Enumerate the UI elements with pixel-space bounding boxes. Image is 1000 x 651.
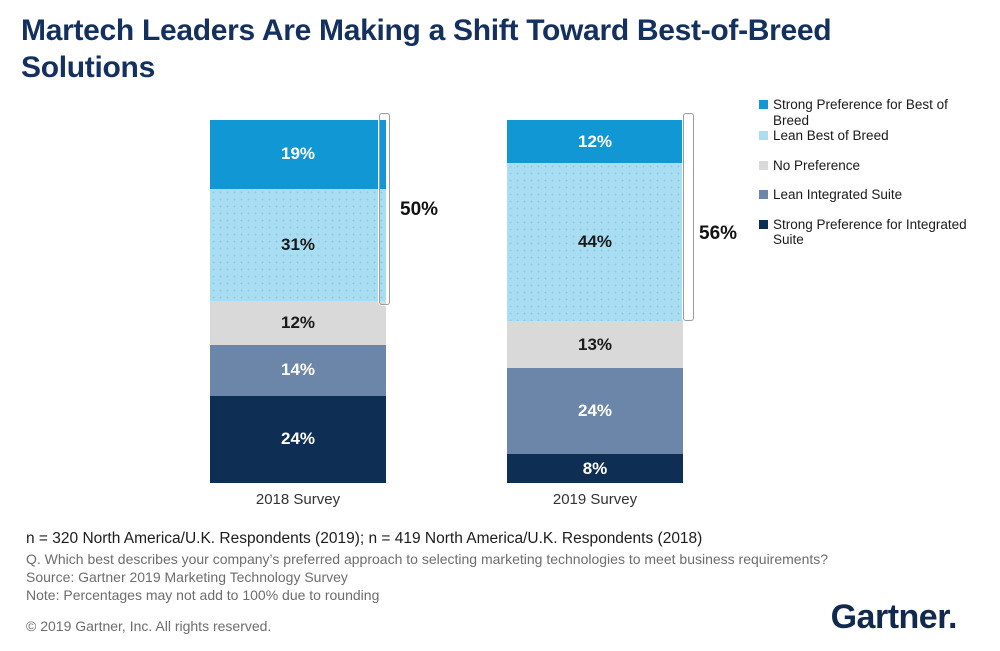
legend-label: Lean Integrated Suite — [773, 187, 903, 202]
bar-segment: 44% — [507, 163, 683, 322]
gartner-logo: Gartner. — [830, 598, 958, 636]
bar-segment: 31% — [210, 188, 386, 302]
legend-label: No Preference — [773, 157, 861, 173]
page-title-line2: Solutions — [21, 51, 155, 84]
legend-label: Strong Preference for Best of Breed — [773, 97, 948, 128]
segment-value-label: 31% — [280, 235, 316, 255]
legend: Strong Preference for Best of Breed Lean … — [759, 97, 997, 248]
segment-value-label: 12% — [577, 131, 613, 151]
segment-value-label: 8% — [582, 458, 608, 478]
legend-item: No Preference — [759, 158, 997, 188]
page-title: Martech Leaders Are Making a Shift Towar… — [21, 12, 981, 86]
stacked-bar-2018: 19% 31% 12% 14% 24% — [210, 120, 386, 483]
footnote-note: Note: Percentages may not add to 100% du… — [26, 587, 380, 603]
segment-value-label: 14% — [280, 360, 316, 380]
bar-segment: 12% — [210, 301, 386, 346]
bracket-label-2019: 56% — [699, 223, 738, 244]
bar-segment: 8% — [507, 454, 683, 483]
copyright: © 2019 Gartner, Inc. All rights reserved… — [26, 618, 272, 634]
segment-value-label: 12% — [280, 313, 316, 333]
footnote-question: Q. Which best describes your company’s p… — [26, 551, 829, 567]
legend-swatch — [759, 131, 768, 140]
segment-value-label: 24% — [577, 401, 613, 421]
legend-swatch — [759, 190, 768, 199]
x-axis-label-2019: 2019 Survey — [552, 491, 638, 508]
footnote-source: Source: Gartner 2019 Marketing Technolog… — [26, 569, 348, 585]
bracket-label-2018: 50% — [400, 199, 439, 220]
bracket-2018 — [379, 113, 390, 305]
legend-swatch — [759, 100, 768, 109]
footnote-n: n = 320 North America/U.K. Respondents (… — [26, 530, 703, 547]
bar-segment: 19% — [210, 120, 386, 189]
legend-label: Lean Best of Breed — [773, 128, 889, 143]
legend-item: Strong Preference for Best of Breed — [759, 97, 997, 128]
segment-value-label: 24% — [280, 429, 316, 449]
legend-item: Lean Best of Breed — [759, 128, 997, 158]
stacked-bar-2019: 12% 44% 13% 24% 8% — [507, 120, 683, 483]
bar-segment: 24% — [507, 367, 683, 455]
legend-label: Strong Preference for Integrated Suite — [773, 216, 967, 248]
bar-segment: 12% — [507, 120, 683, 164]
bracket-2019 — [683, 113, 694, 321]
bar-segment: 14% — [210, 345, 386, 396]
legend-item: Strong Preference for Integrated Suite — [759, 217, 997, 248]
segment-value-label: 44% — [577, 232, 613, 252]
page-title-line1: Martech Leaders Are Making a Shift Towar… — [21, 14, 832, 47]
segment-value-label: 19% — [280, 144, 316, 164]
legend-swatch — [759, 160, 768, 170]
segment-value-label: 13% — [577, 334, 613, 354]
legend-item: Lean Integrated Suite — [759, 187, 997, 217]
legend-swatch — [759, 219, 768, 229]
x-axis-label-2018: 2018 Survey — [255, 491, 341, 508]
bar-segment: 24% — [210, 395, 386, 483]
bar-segment: 13% — [507, 321, 683, 368]
